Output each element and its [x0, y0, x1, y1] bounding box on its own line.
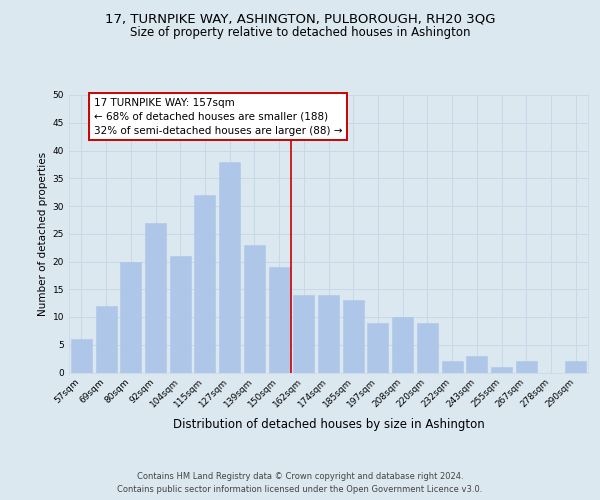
Bar: [269, 267, 290, 372]
Bar: [367, 322, 388, 372]
Bar: [318, 295, 339, 372]
X-axis label: Distribution of detached houses by size in Ashington: Distribution of detached houses by size …: [173, 418, 484, 431]
Bar: [71, 339, 92, 372]
Text: Contains public sector information licensed under the Open Government Licence v3: Contains public sector information licen…: [118, 485, 482, 494]
Bar: [343, 300, 364, 372]
Bar: [565, 362, 586, 372]
Bar: [442, 362, 463, 372]
Bar: [95, 306, 116, 372]
Bar: [145, 222, 166, 372]
Bar: [120, 262, 141, 372]
Bar: [194, 195, 215, 372]
Bar: [219, 162, 240, 372]
Y-axis label: Number of detached properties: Number of detached properties: [38, 152, 49, 316]
Bar: [392, 317, 413, 372]
Bar: [417, 322, 438, 372]
Bar: [491, 367, 512, 372]
Text: 17, TURNPIKE WAY, ASHINGTON, PULBOROUGH, RH20 3QG: 17, TURNPIKE WAY, ASHINGTON, PULBOROUGH,…: [105, 12, 495, 26]
Text: Size of property relative to detached houses in Ashington: Size of property relative to detached ho…: [130, 26, 470, 39]
Bar: [244, 245, 265, 372]
Bar: [516, 362, 537, 372]
Text: Contains HM Land Registry data © Crown copyright and database right 2024.: Contains HM Land Registry data © Crown c…: [137, 472, 463, 481]
Bar: [466, 356, 487, 372]
Bar: [293, 295, 314, 372]
Bar: [170, 256, 191, 372]
Text: 17 TURNPIKE WAY: 157sqm
← 68% of detached houses are smaller (188)
32% of semi-d: 17 TURNPIKE WAY: 157sqm ← 68% of detache…: [94, 98, 342, 136]
